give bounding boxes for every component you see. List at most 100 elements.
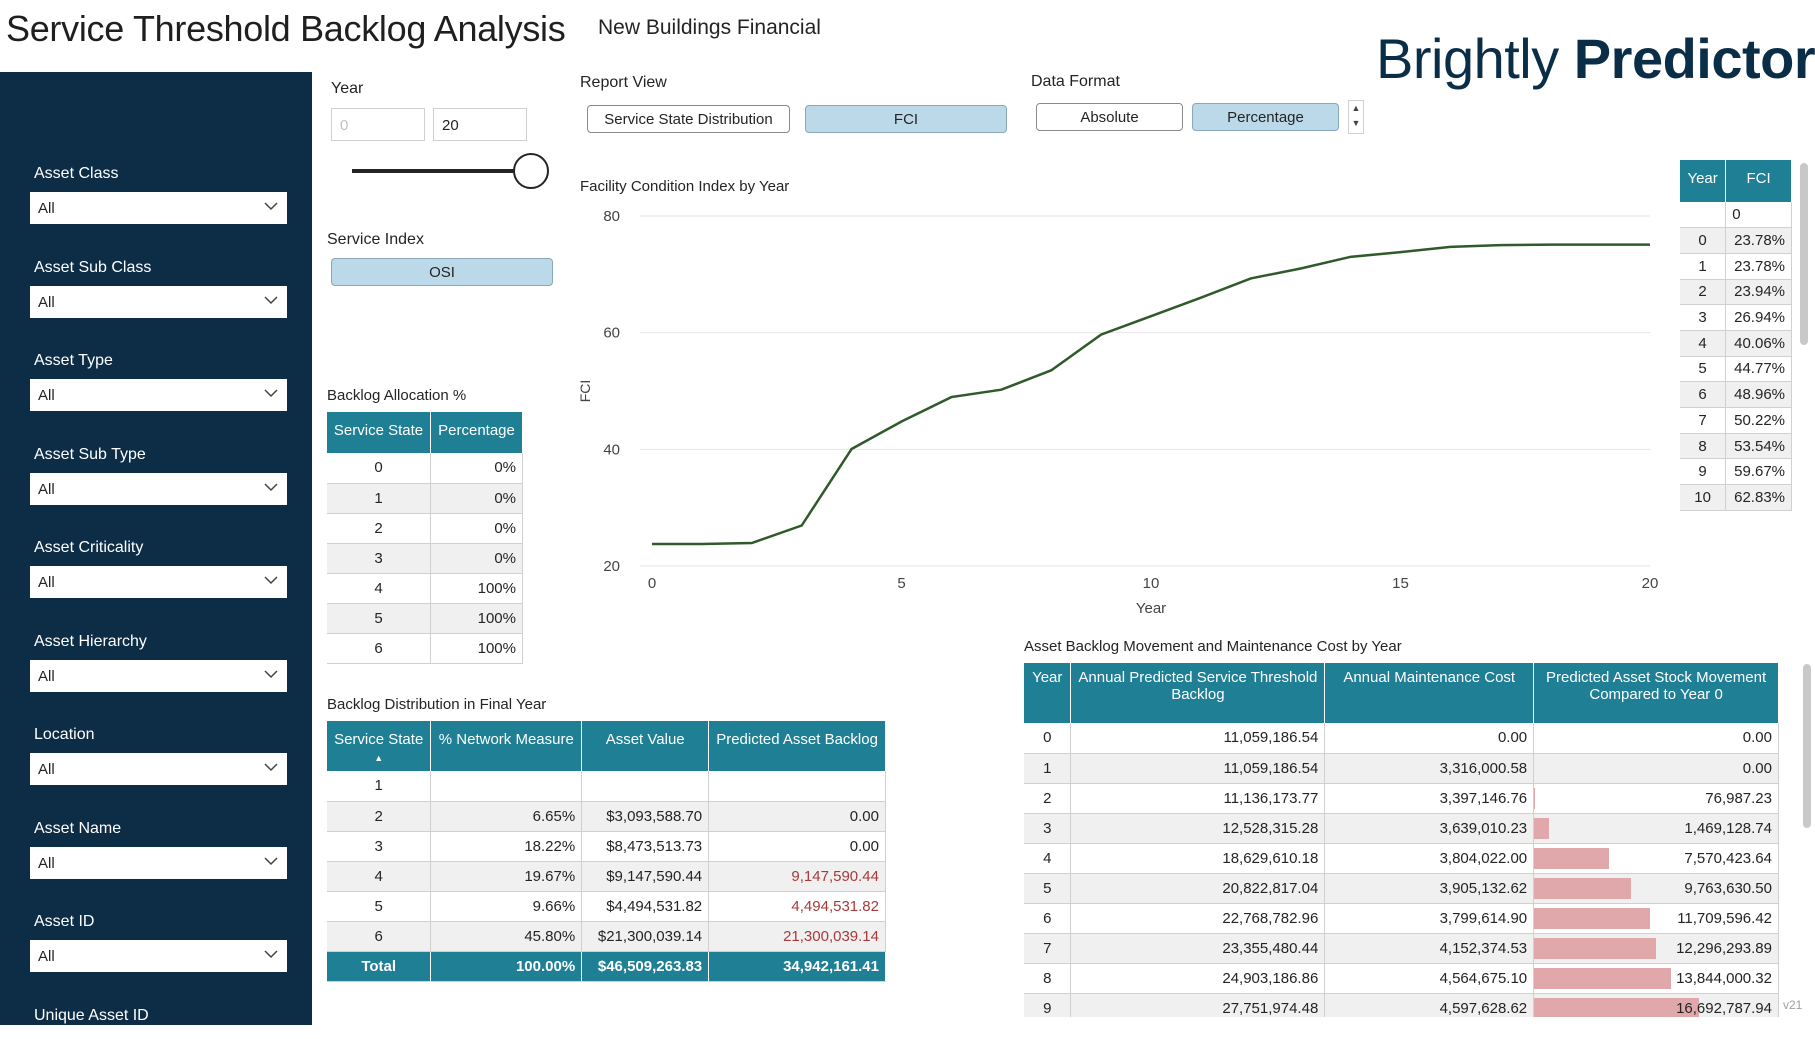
fci-table-scrollbar[interactable] — [1800, 163, 1808, 345]
year-slider-handle[interactable] — [513, 153, 549, 189]
scroll-up-icon[interactable]: ▲ — [1351, 103, 1361, 113]
chevron-down-icon[interactable] — [263, 479, 279, 495]
fci-col-fci[interactable]: FCI — [1725, 160, 1792, 202]
filter-dropdown-asset-name[interactable]: All — [30, 846, 287, 879]
table-row: 9 59.67% — [1680, 458, 1792, 486]
filter-dropdown-asset-id[interactable]: All — [30, 940, 287, 972]
fci-col-year[interactable]: Year — [1680, 160, 1727, 202]
fci-cell-value: 53.54% — [1725, 433, 1792, 460]
filter-dropdown-unique-asset-id[interactable]: All — [30, 1033, 287, 1039]
distribution-col-service-state[interactable]: Service State ▲ — [327, 721, 432, 771]
table-row: 3 18.22% $8,473,513.73 0.00 — [327, 831, 886, 862]
movement-cell-stock-movement-value: 7,570,423.64 — [1684, 849, 1772, 867]
filter-dropdown-asset-class[interactable]: All — [30, 192, 287, 224]
allocation-cell-percentage: 0% — [430, 483, 523, 514]
year-from-input[interactable]: 0 — [331, 108, 425, 141]
table-row: 4 18,629,610.18 3,804,022.00 7,570,423.64 — [1024, 843, 1779, 874]
movement-cell-backlog: 24,903,186.86 — [1070, 963, 1326, 994]
table-row: 3 0% — [327, 543, 523, 574]
movement-col-backlog[interactable]: Annual Predicted Service Threshold Backl… — [1070, 663, 1326, 723]
fci-cell-year — [1680, 202, 1727, 229]
filter-dropdown-value: All — [38, 480, 55, 498]
year-to-input[interactable]: 20 — [433, 108, 527, 141]
table-row: 1 11,059,186.54 3,316,000.58 0.00 — [1024, 753, 1779, 784]
chevron-down-icon[interactable] — [263, 666, 279, 682]
movement-cell-backlog: 18,629,610.18 — [1070, 843, 1326, 874]
movement-cell-maintenance-cost: 4,597,628.62 — [1324, 993, 1535, 1017]
filter-dropdown-value: All — [38, 948, 55, 965]
distribution-col-network-measure[interactable]: % Network Measure — [430, 721, 583, 771]
movement-cell-year: 9 — [1024, 993, 1072, 1017]
filter-label-unique-asset-id: Unique Asset ID — [34, 1006, 149, 1024]
chevron-down-icon[interactable] — [263, 946, 279, 962]
table-row: 2 11,136,173.77 3,397,146.76 76,987.23 — [1024, 783, 1779, 814]
chevron-down-icon[interactable] — [263, 572, 279, 588]
fci-cell-value: 23.78% — [1725, 253, 1792, 280]
filter-dropdown-asset-criticality[interactable]: All — [30, 566, 287, 598]
chevron-down-icon[interactable] — [263, 759, 279, 775]
chevron-down-icon[interactable] — [263, 292, 279, 308]
distribution-col-asset-value[interactable]: Asset Value — [581, 721, 710, 771]
movement-col-maintenance-cost[interactable]: Annual Maintenance Cost — [1324, 663, 1535, 723]
data-format-scroll-arrows[interactable]: ▲ ▼ — [1348, 100, 1364, 134]
x-axis-label: Year — [1136, 600, 1166, 617]
allocation-cell-state: 2 — [327, 513, 432, 544]
movement-cell-stock-movement-value: 0.00 — [1742, 759, 1772, 777]
distribution-cell-backlog: 9,147,590.44 — [708, 861, 886, 892]
movement-col-year[interactable]: Year — [1024, 663, 1072, 723]
report-view-fci-button[interactable]: FCI — [805, 105, 1007, 133]
filter-dropdown-asset-sub-type[interactable]: All — [30, 472, 287, 505]
movement-table-scrollbar[interactable] — [1803, 664, 1811, 828]
movement-cell-stock-movement: 0.00 — [1533, 753, 1779, 784]
table-row: 2 0% — [327, 513, 523, 544]
table-row: 8 24,903,186.86 4,564,675.10 13,844,000.32 — [1024, 963, 1779, 994]
table-row: 6 48.96% — [1680, 381, 1792, 408]
y-tick-label: 40 — [603, 441, 620, 458]
backlog-distribution-title: Backlog Distribution in Final Year — [327, 696, 547, 713]
filter-dropdown-location[interactable]: All — [30, 753, 287, 785]
chevron-down-icon[interactable] — [263, 385, 279, 401]
table-row: 5 9.66% $4,494,531.82 4,494,531.82 — [327, 891, 886, 922]
distribution-cell-state: 3 — [327, 831, 432, 862]
service-index-osi-button[interactable]: OSI — [331, 258, 553, 286]
distribution-col-predicted-backlog[interactable]: Predicted Asset Backlog — [708, 721, 886, 771]
data-format-absolute-button[interactable]: Absolute — [1036, 103, 1183, 131]
distribution-total-cell: Total — [327, 951, 432, 982]
data-bar — [1534, 997, 1700, 1017]
movement-col-stock-movement[interactable]: Predicted Asset Stock Movement Compared … — [1533, 663, 1779, 723]
allocation-col-percentage[interactable]: Percentage — [430, 412, 523, 453]
movement-cell-year: 8 — [1024, 963, 1072, 994]
filter-dropdown-asset-hierarchy[interactable]: All — [30, 659, 287, 692]
fci-cell-year: 7 — [1680, 407, 1727, 434]
distribution-cell-asset-value: $9,147,590.44 — [581, 861, 710, 892]
table-row: 4 100% — [327, 573, 523, 604]
movement-cell-backlog: 20,822,817.04 — [1070, 873, 1326, 904]
movement-cell-stock-movement: 16,692,787.94 — [1533, 993, 1779, 1017]
distribution-cell-backlog: 21,300,039.14 — [708, 921, 886, 952]
year-slider-track[interactable] — [352, 169, 530, 173]
data-bar — [1534, 967, 1671, 989]
filter-label-asset-hierarchy: Asset Hierarchy — [34, 632, 147, 650]
y-tick-label: 80 — [603, 208, 620, 225]
chevron-down-icon[interactable] — [263, 853, 279, 869]
filter-dropdown-asset-sub-class[interactable]: All — [30, 285, 287, 318]
table-row: 5 20,822,817.04 3,905,132.62 9,763,630.50 — [1024, 873, 1779, 904]
allocation-col-service-state[interactable]: Service State — [327, 412, 432, 453]
page-subtitle: New Buildings Financial — [598, 16, 821, 39]
scroll-down-icon[interactable]: ▼ — [1351, 118, 1361, 128]
filter-dropdown-asset-type[interactable]: All — [30, 379, 287, 411]
movement-cell-stock-movement-value: 13,844,000.32 — [1676, 969, 1772, 987]
data-format-percentage-button[interactable]: Percentage — [1192, 103, 1339, 131]
movement-cell-maintenance-cost: 0.00 — [1324, 723, 1535, 754]
sort-ascending-icon[interactable]: ▲ — [374, 753, 384, 763]
table-row: 2 23.94% — [1680, 279, 1792, 306]
filter-dropdown-value: All — [38, 293, 55, 311]
movement-cell-backlog: 23,355,480.44 — [1070, 933, 1326, 964]
report-view-service-state-button[interactable]: Service State Distribution — [587, 105, 790, 133]
fci-cell-year: 9 — [1680, 458, 1727, 486]
chevron-down-icon[interactable] — [263, 198, 279, 214]
table-row: 7 50.22% — [1680, 407, 1792, 434]
fci-cell-value: 48.96% — [1725, 381, 1792, 408]
movement-cell-year: 4 — [1024, 843, 1072, 874]
filter-label-asset-type: Asset Type — [34, 352, 113, 369]
